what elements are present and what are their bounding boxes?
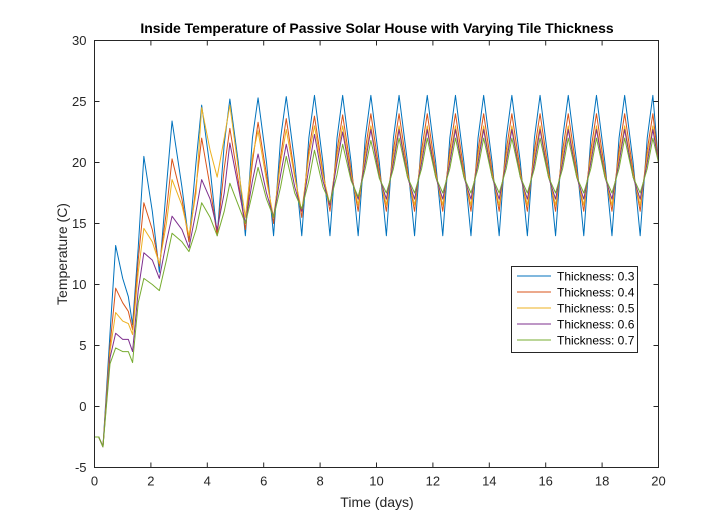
plot-area xyxy=(94,40,659,468)
series-line-1 xyxy=(94,94,659,448)
x-tick-label: 8 xyxy=(316,474,323,489)
legend-label-3: Thickness: 0.5 xyxy=(557,302,635,316)
legend-box xyxy=(511,266,638,353)
y-tick-label: -5 xyxy=(75,460,87,475)
series-line-3 xyxy=(94,104,659,448)
axes-layer: 0 2 4 6 8 10 12 14 16 18 20 -5 0 5 10 15 20 25 30 xyxy=(72,33,666,489)
x-tick-label: 20 xyxy=(651,474,665,489)
y-tick-label: 0 xyxy=(79,399,86,414)
x-tick-label: 0 xyxy=(91,474,98,489)
legend-label-1: Thickness: 0.3 xyxy=(557,270,635,284)
x-tick-label: 2 xyxy=(147,474,154,489)
y-tick-label: 5 xyxy=(79,338,86,353)
series-line-5 xyxy=(94,137,659,448)
y-tick-label: 25 xyxy=(72,94,86,109)
legend-label-2: Thickness: 0.4 xyxy=(557,286,635,300)
x-tick-label: 6 xyxy=(260,474,267,489)
series-line-4 xyxy=(94,129,659,448)
legend-label-5: Thickness: 0.7 xyxy=(557,334,635,348)
series-line-2 xyxy=(94,113,659,448)
y-tick-label: 15 xyxy=(72,216,86,231)
series-layer xyxy=(94,94,659,448)
legend: Thickness: 0.3 Thickness: 0.4 Thickness: 0… xyxy=(511,266,638,353)
x-axis-label: Time (days) xyxy=(340,494,413,510)
chart-title: Inside Temperature of Passive Solar Hous… xyxy=(140,20,614,36)
x-tick-label: 14 xyxy=(482,474,496,489)
x-tick-label: 16 xyxy=(538,474,552,489)
y-axis-label: Temperature (C) xyxy=(54,203,70,305)
y-tick-label: 30 xyxy=(72,33,86,48)
y-tick-label: 10 xyxy=(72,277,86,292)
x-tick-label: 4 xyxy=(204,474,211,489)
x-tick-label: 18 xyxy=(595,474,609,489)
y-tick-label: 20 xyxy=(72,155,86,170)
x-tick-label: 10 xyxy=(369,474,383,489)
legend-label-4: Thickness: 0.6 xyxy=(557,318,635,332)
x-tick-label: 12 xyxy=(426,474,440,489)
